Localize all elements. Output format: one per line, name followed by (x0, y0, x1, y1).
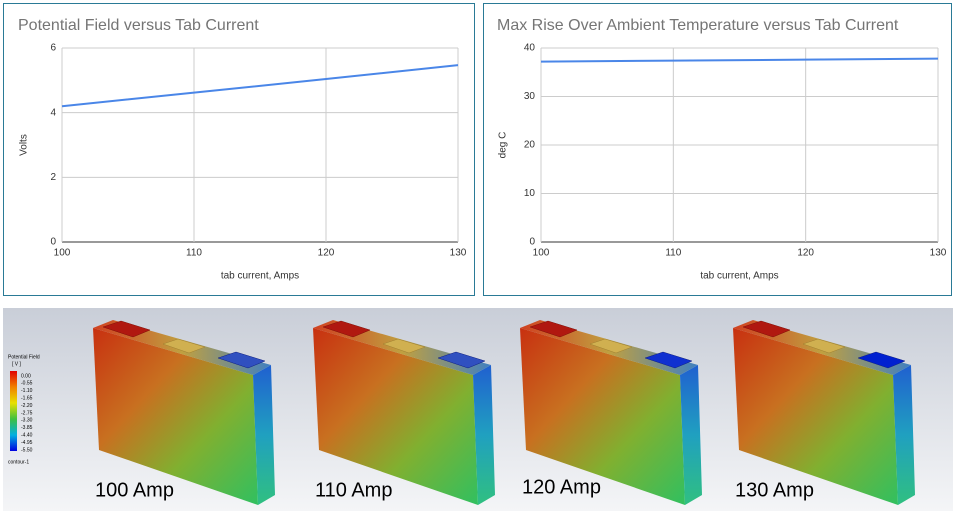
x-tick-label: 110 (665, 248, 681, 259)
chart-title: Potential Field versus Tab Current (18, 17, 259, 34)
line-series (540, 57, 939, 63)
case-label: 120 Amp (522, 476, 601, 498)
cell-front (93, 328, 258, 505)
y-tick-label: 20 (524, 140, 536, 151)
tab (437, 351, 486, 369)
x-tick-label: 100 (533, 248, 550, 259)
cell-side (893, 365, 915, 505)
vent (162, 338, 206, 354)
cell-side (680, 365, 702, 505)
tab (644, 351, 693, 369)
legend-unit: [ V ] (12, 361, 22, 367)
legend-level: 0.00 (21, 373, 31, 379)
chart-frame (483, 3, 952, 296)
legend-level: -3.30 (21, 418, 33, 424)
tab (322, 320, 371, 338)
y-tick-label: 40 (524, 43, 536, 54)
tab (529, 320, 578, 338)
tab (857, 351, 906, 369)
x-axis-label: tab current, Amps (700, 271, 778, 282)
y-axis-label: Volts (19, 134, 30, 156)
legend-level: -5.50 (21, 447, 33, 453)
cell-front (520, 328, 685, 505)
cell-front (733, 328, 898, 505)
case-label: 110 Amp (315, 479, 392, 501)
legend-name: contour-1 (8, 459, 29, 465)
legend-level: -2.75 (21, 410, 33, 416)
legend-title: Potential Field (8, 354, 40, 360)
y-tick-label: 0 (529, 237, 535, 248)
tab (217, 351, 266, 369)
legend-level: -3.85 (21, 425, 33, 431)
legend-level: -2.20 (21, 403, 33, 409)
cell-side (473, 365, 495, 505)
y-tick-label: 4 (50, 107, 56, 118)
y-tick-label: 0 (50, 237, 56, 248)
colormap (10, 371, 17, 451)
chart-frame (3, 3, 475, 296)
line-series (61, 64, 459, 108)
legend-level: -4.95 (21, 440, 33, 446)
x-axis-label: tab current, Amps (221, 271, 299, 282)
x-tick-label: 130 (930, 248, 947, 259)
x-tick-label: 110 (186, 248, 202, 259)
legend-level: -1.10 (21, 388, 33, 394)
x-tick-label: 100 (54, 248, 71, 259)
legend-level: -0.55 (21, 381, 33, 387)
y-axis-label: deg C (498, 132, 509, 159)
legend-level: -1.65 (21, 396, 33, 402)
vent (589, 338, 633, 354)
case-label: 130 Amp (735, 479, 814, 501)
legend-level: -4.40 (21, 433, 33, 439)
y-tick-label: 2 (50, 172, 56, 183)
vent (382, 338, 426, 354)
y-tick-label: 30 (524, 91, 536, 102)
tab (102, 320, 151, 338)
x-tick-label: 120 (797, 248, 814, 259)
tab (742, 320, 791, 338)
y-tick-label: 6 (50, 43, 56, 54)
case-label: 100 Amp (95, 479, 174, 501)
cell-side (253, 365, 275, 505)
x-tick-label: 120 (318, 248, 335, 259)
cell-front (313, 328, 478, 505)
vent (802, 338, 846, 354)
x-tick-label: 130 (450, 248, 467, 259)
y-tick-label: 10 (524, 188, 536, 199)
chart-title: Max Rise Over Ambient Temperature versus… (497, 17, 899, 34)
